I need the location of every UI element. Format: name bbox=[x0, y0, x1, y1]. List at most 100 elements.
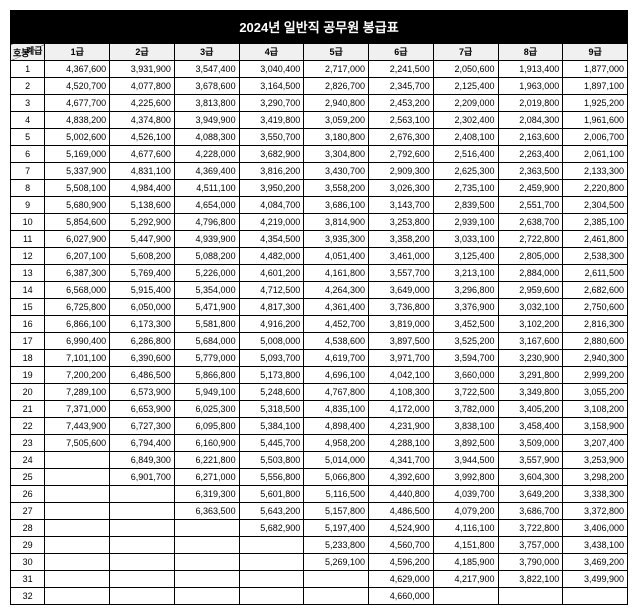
corner-bottom-label: 호봉 bbox=[13, 47, 30, 59]
salary-cell: 5,233,800 bbox=[304, 537, 369, 554]
table-row: 276,363,5005,643,2005,157,8004,486,5004,… bbox=[11, 503, 628, 520]
salary-cell: 6,286,800 bbox=[110, 333, 175, 350]
table-row: 136,387,3005,769,4005,226,0004,601,2004,… bbox=[11, 265, 628, 282]
salary-cell: 3,686,100 bbox=[304, 197, 369, 214]
row-number: 25 bbox=[11, 469, 45, 486]
salary-cell: 2,302,400 bbox=[433, 112, 498, 129]
table-row: 55,002,6004,526,1004,088,3003,550,7003,1… bbox=[11, 129, 628, 146]
salary-cell: 5,354,000 bbox=[174, 282, 239, 299]
col-header: 7급 bbox=[433, 44, 498, 61]
row-number: 2 bbox=[11, 78, 45, 95]
salary-cell: 2,220,800 bbox=[563, 180, 628, 197]
salary-cell: 3,949,900 bbox=[174, 112, 239, 129]
salary-cell: 4,482,000 bbox=[239, 248, 304, 265]
row-number: 24 bbox=[11, 452, 45, 469]
salary-cell: 3,290,700 bbox=[239, 95, 304, 112]
salary-cell: 3,419,800 bbox=[239, 112, 304, 129]
row-number: 8 bbox=[11, 180, 45, 197]
salary-cell: 4,560,700 bbox=[369, 537, 434, 554]
salary-cell: 3,525,200 bbox=[433, 333, 498, 350]
row-number: 22 bbox=[11, 418, 45, 435]
row-number: 30 bbox=[11, 554, 45, 571]
salary-cell bbox=[239, 571, 304, 588]
salary-cell bbox=[45, 520, 110, 537]
salary-cell: 5,116,500 bbox=[304, 486, 369, 503]
salary-cell: 6,173,300 bbox=[110, 316, 175, 333]
row-number: 32 bbox=[11, 588, 45, 605]
salary-cell: 2,735,100 bbox=[433, 180, 498, 197]
salary-cell: 2,345,700 bbox=[369, 78, 434, 95]
salary-cell: 5,866,800 bbox=[174, 367, 239, 384]
table-row: 24,520,7004,077,8003,678,6003,164,5002,8… bbox=[11, 78, 628, 95]
salary-cell: 3,253,800 bbox=[369, 214, 434, 231]
salary-cell: 2,019,800 bbox=[498, 95, 563, 112]
salary-cell: 3,649,200 bbox=[498, 486, 563, 503]
salary-cell: 5,608,200 bbox=[110, 248, 175, 265]
salary-cell: 4,677,700 bbox=[45, 95, 110, 112]
salary-cell: 2,805,000 bbox=[498, 248, 563, 265]
salary-cell: 4,228,000 bbox=[174, 146, 239, 163]
table-row: 105,854,6005,292,9004,796,8004,219,0003,… bbox=[11, 214, 628, 231]
salary-cell: 4,835,100 bbox=[304, 401, 369, 418]
salary-cell: 3,931,900 bbox=[110, 61, 175, 78]
salary-cell: 3,405,200 bbox=[498, 401, 563, 418]
salary-cell: 3,678,600 bbox=[174, 78, 239, 95]
salary-cell: 3,376,900 bbox=[433, 299, 498, 316]
salary-cell: 3,180,800 bbox=[304, 129, 369, 146]
salary-cell: 3,291,800 bbox=[498, 367, 563, 384]
salary-cell: 3,026,300 bbox=[369, 180, 434, 197]
salary-cell: 5,014,000 bbox=[304, 452, 369, 469]
salary-cell: 2,611,500 bbox=[563, 265, 628, 282]
salary-cell bbox=[45, 469, 110, 486]
salary-cell: 5,318,500 bbox=[239, 401, 304, 418]
salary-cell: 3,102,200 bbox=[498, 316, 563, 333]
salary-cell: 3,253,900 bbox=[563, 452, 628, 469]
salary-cell: 2,125,400 bbox=[433, 78, 498, 95]
salary-cell: 6,727,300 bbox=[110, 418, 175, 435]
salary-cell: 5,292,900 bbox=[110, 214, 175, 231]
salary-cell: 1,897,100 bbox=[563, 78, 628, 95]
salary-cell: 3,935,300 bbox=[304, 231, 369, 248]
salary-cell: 5,002,600 bbox=[45, 129, 110, 146]
salary-cell: 4,452,700 bbox=[304, 316, 369, 333]
col-header: 9급 bbox=[563, 44, 628, 61]
table-row: 32 4,660,000 bbox=[11, 588, 628, 605]
salary-cell: 6,568,000 bbox=[45, 282, 110, 299]
salary-cell: 2,304,500 bbox=[563, 197, 628, 214]
salary-cell: 4,958,200 bbox=[304, 435, 369, 452]
salary-cell bbox=[174, 571, 239, 588]
salary-cell: 2,722,800 bbox=[498, 231, 563, 248]
salary-cell: 4,677,600 bbox=[110, 146, 175, 163]
salary-cell: 4,767,800 bbox=[304, 384, 369, 401]
salary-cell: 3,814,900 bbox=[304, 214, 369, 231]
salary-cell: 4,341,700 bbox=[369, 452, 434, 469]
salary-cell: 6,221,800 bbox=[174, 452, 239, 469]
table-row: 95,680,9005,138,6004,654,0004,084,7003,6… bbox=[11, 197, 628, 214]
salary-cell: 4,374,800 bbox=[110, 112, 175, 129]
salary-cell: 3,757,000 bbox=[498, 537, 563, 554]
salary-cell: 2,209,000 bbox=[433, 95, 498, 112]
salary-cell: 6,207,100 bbox=[45, 248, 110, 265]
salary-cell: 6,901,700 bbox=[110, 469, 175, 486]
salary-cell: 4,660,000 bbox=[369, 588, 434, 605]
salary-cell: 4,838,200 bbox=[45, 112, 110, 129]
row-number: 4 bbox=[11, 112, 45, 129]
salary-cell: 2,909,300 bbox=[369, 163, 434, 180]
salary-cell: 6,095,800 bbox=[174, 418, 239, 435]
row-number: 15 bbox=[11, 299, 45, 316]
salary-cell: 5,680,900 bbox=[45, 197, 110, 214]
salary-cell: 4,511,100 bbox=[174, 180, 239, 197]
salary-cell: 2,516,400 bbox=[433, 146, 498, 163]
salary-cell: 5,088,200 bbox=[174, 248, 239, 265]
salary-cell: 3,736,800 bbox=[369, 299, 434, 316]
salary-cell: 4,172,000 bbox=[369, 401, 434, 418]
row-number: 23 bbox=[11, 435, 45, 452]
salary-cell: 3,296,800 bbox=[433, 282, 498, 299]
salary-cell: 3,372,800 bbox=[563, 503, 628, 520]
salary-cell: 2,884,000 bbox=[498, 265, 563, 282]
row-number: 29 bbox=[11, 537, 45, 554]
salary-cell: 1,961,600 bbox=[563, 112, 628, 129]
salary-cell: 6,849,300 bbox=[110, 452, 175, 469]
salary-cell: 4,219,000 bbox=[239, 214, 304, 231]
salary-cell: 3,557,900 bbox=[498, 452, 563, 469]
